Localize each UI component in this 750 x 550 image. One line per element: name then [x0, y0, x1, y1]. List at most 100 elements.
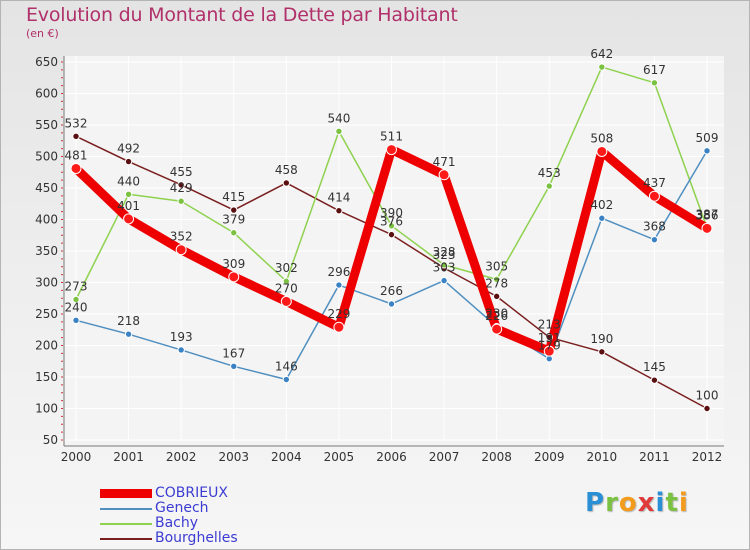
y-tick-label: 350	[35, 244, 58, 258]
data-label-bachy: 453	[538, 166, 561, 180]
logo-letter: P	[585, 488, 606, 518]
logo-letter: i	[655, 488, 666, 518]
y-tick-label: 650	[35, 55, 58, 69]
data-label-bourghelles: 278	[485, 276, 508, 290]
data-point-bachy	[650, 79, 659, 87]
data-point-cobrieux	[333, 321, 345, 333]
legend-swatch-genech	[100, 508, 152, 510]
data-point-bachy	[545, 182, 553, 190]
data-point-genech	[177, 346, 185, 354]
data-label-cobrieux: 508	[590, 131, 613, 145]
data-point-cobrieux	[701, 222, 713, 234]
legend-swatch-bachy	[100, 523, 152, 525]
data-point-bachy	[387, 222, 396, 230]
x-tick-label: 2005	[324, 450, 355, 464]
y-tick-label: 500	[35, 150, 58, 164]
data-label-bachy: 302	[275, 261, 298, 275]
data-label-bachy: 390	[380, 206, 403, 220]
data-label-bachy: 273	[65, 280, 88, 294]
data-label-bachy: 387	[696, 208, 719, 222]
data-point-cobrieux	[228, 271, 240, 283]
data-point-cobrieux	[648, 190, 660, 202]
data-label-bachy: 540	[327, 111, 350, 125]
data-point-bourghelles	[335, 206, 343, 215]
legend: COBRIEUX Genech Bachy Bourghelles	[100, 485, 360, 546]
legend-label-bachy: Bachy	[155, 515, 199, 531]
data-point-bachy	[440, 261, 448, 269]
data-point-bourghelles	[177, 181, 185, 189]
data-label-bourghelles: 323	[433, 248, 456, 262]
legend-label-genech: Genech	[155, 500, 209, 516]
data-label-bachy: 305	[485, 259, 508, 273]
data-label-cobrieux: 437	[643, 176, 666, 190]
data-label-bachy: 642	[590, 47, 613, 61]
x-tick-label: 2000	[61, 450, 92, 464]
data-point-bachy	[282, 277, 291, 285]
data-point-cobrieux	[491, 323, 503, 335]
data-label-genech: 193	[170, 330, 193, 344]
data-label-bachy: 617	[643, 63, 666, 77]
data-point-bachy	[492, 275, 501, 284]
data-label-bourghelles: 455	[170, 165, 193, 179]
data-label-cobrieux: 386	[696, 208, 719, 222]
data-label-bourghelles: 492	[117, 142, 140, 156]
y-tick-label: 250	[35, 307, 58, 321]
data-point-bachy	[124, 190, 133, 199]
data-point-bourghelles	[124, 157, 133, 166]
data-point-bachy	[335, 127, 343, 136]
data-label-bachy: 440	[117, 174, 140, 188]
data-label-genech: 303	[433, 261, 456, 275]
data-label-cobrieux: 191	[538, 331, 561, 345]
y-tick-label: 150	[35, 370, 58, 384]
data-point-bachy	[177, 197, 185, 205]
data-label-bourghelles: 458	[275, 163, 298, 177]
legend-swatch-bourghelles	[100, 538, 152, 540]
data-point-bourghelles	[387, 230, 396, 239]
data-point-cobrieux	[70, 162, 82, 174]
data-label-cobrieux: 401	[117, 199, 140, 213]
data-label-genech: 509	[696, 131, 719, 145]
legend-label-bourghelles: Bourghelles	[155, 530, 238, 546]
plot-area	[64, 56, 724, 440]
data-label-bourghelles: 213	[538, 317, 561, 331]
data-point-cobrieux	[596, 145, 608, 157]
data-label-genech: 296	[327, 265, 350, 279]
chart-title: Evolution du Montant de la Dette par Hab…	[26, 4, 458, 26]
x-tick-label: 2006	[376, 450, 407, 464]
x-tick-label: 2009	[534, 450, 565, 464]
data-label-genech: 240	[65, 300, 88, 314]
y-tick-label: 550	[35, 118, 58, 132]
x-tick-label: 2011	[639, 450, 670, 464]
y-tick-label: 450	[35, 181, 58, 195]
data-label-bachy: 379	[222, 213, 245, 227]
y-tick-label: 50	[43, 433, 58, 447]
data-label-bourghelles: 376	[380, 215, 403, 229]
data-label-cobrieux: 511	[380, 130, 403, 144]
x-tick-label: 2003	[218, 450, 249, 464]
data-label-bourghelles: 415	[222, 190, 245, 204]
x-tick-label: 2008	[481, 450, 512, 464]
data-label-cobrieux: 226	[485, 309, 508, 323]
data-point-cobrieux	[175, 244, 187, 256]
logo-letter: o	[618, 488, 638, 518]
x-tick-label: 2004	[271, 450, 302, 464]
x-tick-label: 2001	[113, 450, 144, 464]
logo-letter: r	[605, 488, 619, 518]
data-label-cobrieux: 270	[275, 281, 298, 295]
data-point-genech	[440, 276, 448, 285]
data-point-bourghelles	[492, 292, 501, 301]
data-point-cobrieux	[543, 345, 555, 357]
data-label-bachy: 328	[433, 245, 456, 259]
x-tick-label: 2012	[692, 450, 723, 464]
data-label-genech: 368	[643, 220, 666, 234]
y-tick-label: 200	[35, 339, 58, 353]
legend-item-cobrieux: COBRIEUX	[100, 485, 360, 501]
data-point-genech	[598, 214, 606, 222]
data-point-bourghelles	[545, 333, 553, 342]
x-tick-label: 2007	[429, 450, 460, 464]
data-label-genech: 167	[222, 346, 245, 360]
data-label-bourghelles: 145	[643, 360, 666, 374]
logo-letter: t	[665, 488, 679, 518]
data-point-bourghelles	[72, 132, 80, 141]
